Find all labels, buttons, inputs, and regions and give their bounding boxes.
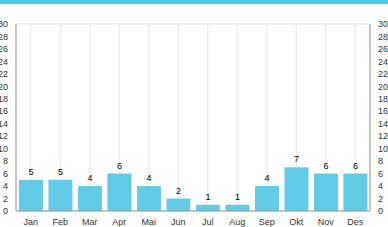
svg-text:6: 6 xyxy=(378,169,380,179)
svg-text:14: 14 xyxy=(378,119,380,129)
svg-text:28: 28 xyxy=(378,32,380,42)
svg-text:18: 18 xyxy=(378,94,380,104)
svg-text:12: 12 xyxy=(378,131,380,141)
svg-text:5: 5 xyxy=(58,167,63,177)
svg-text:26: 26 xyxy=(378,44,380,54)
svg-text:Nov: Nov xyxy=(318,217,335,227)
svg-text:20: 20 xyxy=(378,82,380,92)
svg-text:Jun: Jun xyxy=(171,217,186,227)
svg-text:Sep: Sep xyxy=(259,217,275,227)
svg-text:Apr: Apr xyxy=(112,217,126,227)
svg-text:Okt: Okt xyxy=(289,217,304,227)
svg-text:4: 4 xyxy=(378,181,380,191)
svg-text:7: 7 xyxy=(294,154,299,164)
svg-text:2: 2 xyxy=(378,194,380,204)
svg-text:6: 6 xyxy=(117,161,122,171)
svg-text:1: 1 xyxy=(205,192,210,202)
svg-text:6: 6 xyxy=(323,161,328,171)
svg-text:Des: Des xyxy=(347,217,364,227)
svg-text:2: 2 xyxy=(176,186,181,196)
svg-text:1: 1 xyxy=(235,192,240,202)
svg-text:Jan: Jan xyxy=(23,217,38,227)
svg-text:6: 6 xyxy=(353,161,358,171)
svg-text:22: 22 xyxy=(378,69,380,79)
svg-text:4: 4 xyxy=(146,173,151,183)
svg-text:30: 30 xyxy=(378,19,380,29)
svg-text:24: 24 xyxy=(378,57,380,67)
svg-text:Feb: Feb xyxy=(52,217,68,227)
svg-text:5: 5 xyxy=(28,167,33,177)
svg-text:0: 0 xyxy=(378,206,380,216)
svg-text:Aug: Aug xyxy=(229,217,245,227)
svg-text:10: 10 xyxy=(378,144,380,154)
svg-text:Mar: Mar xyxy=(82,217,98,227)
svg-text:8: 8 xyxy=(378,156,380,166)
svg-text:4: 4 xyxy=(264,173,269,183)
svg-text:Mai: Mai xyxy=(141,217,156,227)
svg-text:Jul: Jul xyxy=(202,217,214,227)
svg-text:4: 4 xyxy=(87,173,92,183)
svg-text:16: 16 xyxy=(378,106,380,116)
